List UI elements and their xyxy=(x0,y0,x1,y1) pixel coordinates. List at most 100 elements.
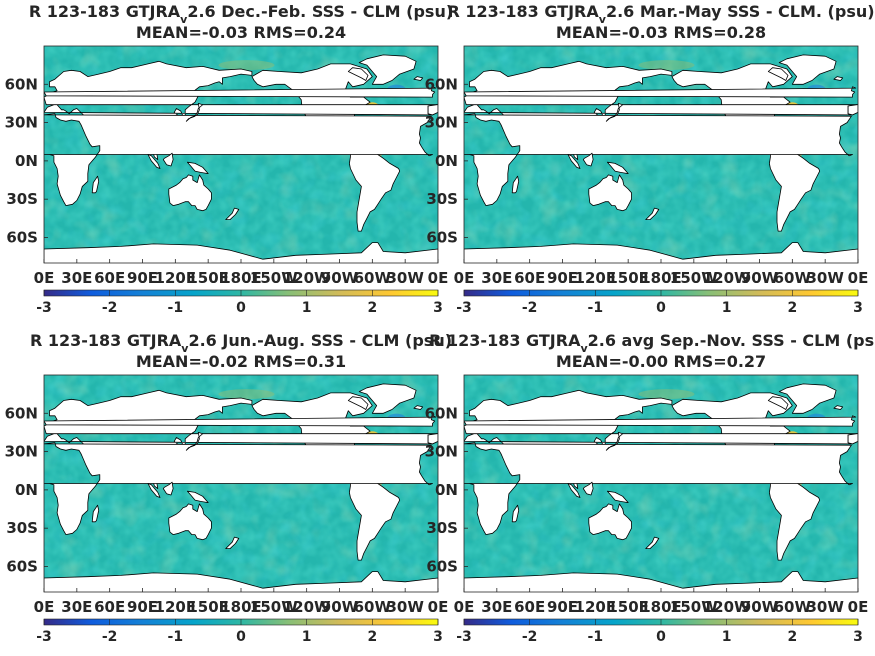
land-iberia xyxy=(847,433,858,445)
x-tick-label: 120E xyxy=(155,598,197,616)
colorbar-tick-label: 2 xyxy=(787,629,797,645)
title-part: R 123-183 GTJRA xyxy=(429,331,581,350)
title-part: 2.6 Mar.-May SSS - CLM. (psu) xyxy=(606,2,875,21)
land-australia xyxy=(588,174,632,212)
x-tick-label: 30W xyxy=(386,269,424,287)
land-iceland xyxy=(833,405,844,410)
land-indonesia-sumatra xyxy=(567,483,581,498)
land-uk xyxy=(464,86,857,98)
colorbar-tick-label: -1 xyxy=(168,629,184,645)
arctic-anomaly xyxy=(218,389,275,400)
y-tick-label: 0N xyxy=(15,152,38,170)
land-africa xyxy=(464,113,853,206)
x-tick-label: 90W xyxy=(321,269,359,287)
land-indonesia-borneo xyxy=(582,152,594,167)
map-panel: R 123-183 GTJRAv2.6 avg Sep.-Nov. SSS - … xyxy=(425,331,875,645)
land-new-zealand xyxy=(645,536,660,549)
land-south-america xyxy=(769,475,821,561)
land-uk xyxy=(44,86,437,98)
x-tick-label: 180E xyxy=(640,598,682,616)
x-tick-label: 150W xyxy=(250,269,298,287)
colorbar-tick-label: 0 xyxy=(236,300,246,316)
title-part: R 123-183 GTJRA xyxy=(30,331,182,350)
x-tick-label: 60E xyxy=(94,269,125,287)
x-tick-label: 0E xyxy=(454,269,475,287)
title-subscript: v xyxy=(599,13,607,26)
x-tick-label: 120W xyxy=(703,269,751,287)
y-tick-label: 30N xyxy=(5,114,38,132)
land-madagascar xyxy=(91,504,100,523)
x-tick-label: 60W xyxy=(774,269,812,287)
land-japan xyxy=(605,432,624,451)
land-iberia xyxy=(427,433,438,445)
land-madagascar xyxy=(91,175,100,194)
x-tick-label: 150E xyxy=(607,598,649,616)
y-tick-label: 30N xyxy=(5,443,38,461)
x-tick-label: 180E xyxy=(640,269,682,287)
land-iceland xyxy=(413,405,424,410)
sss-anomaly-field xyxy=(44,375,438,592)
land-indonesia-sumatra xyxy=(567,154,581,169)
land-africa xyxy=(464,442,853,535)
land-antarctica xyxy=(464,571,858,592)
land-baffin xyxy=(347,396,369,410)
land-baffin xyxy=(767,67,789,81)
x-tick-label: 150E xyxy=(607,269,649,287)
land-antarctica xyxy=(44,242,438,263)
land-greenland xyxy=(358,383,417,414)
panel-title: R 123-183 GTJRAv2.6 avg Sep.-Nov. SSS - … xyxy=(429,331,875,355)
y-tick-label: 30N xyxy=(425,443,458,461)
land-baffin xyxy=(767,396,789,410)
land-south-america xyxy=(769,146,821,232)
x-tick-label: 120W xyxy=(283,269,331,287)
x-tick-label: 150W xyxy=(250,598,298,616)
colorbar-tick-label: 2 xyxy=(787,300,797,316)
panel-stats: MEAN=-0.00 RMS=0.27 xyxy=(556,352,766,371)
x-tick-label: 120E xyxy=(575,598,617,616)
x-tick-label: 90E xyxy=(127,598,158,616)
x-tick-label: 180E xyxy=(220,598,262,616)
land-australia xyxy=(168,174,212,212)
x-tick-label: 30E xyxy=(481,269,512,287)
x-tick-label: 150W xyxy=(670,598,718,616)
land-new-zealand xyxy=(225,207,240,220)
panel-title: R 123-183 GTJRAv2.6 Dec.-Feb. SSS - CLM … xyxy=(29,2,453,26)
land-iberia xyxy=(427,104,438,116)
panel-stats: MEAN=-0.02 RMS=0.31 xyxy=(136,352,346,371)
land-antarctica xyxy=(44,571,438,592)
x-tick-label: 60W xyxy=(354,598,392,616)
colorbar-tick-label: 1 xyxy=(722,629,732,645)
colorbar-tick-label: 3 xyxy=(853,300,863,316)
x-tick-label: 30W xyxy=(806,598,844,616)
x-tick-label: 30W xyxy=(386,598,424,616)
land-africa xyxy=(44,113,433,206)
x-tick-label: 120W xyxy=(283,598,331,616)
y-tick-label: 30S xyxy=(426,519,458,537)
x-tick-label: 150E xyxy=(187,269,229,287)
land-japan xyxy=(185,432,204,451)
colorbar-tick-label: -2 xyxy=(102,629,118,645)
y-tick-label: 30N xyxy=(425,114,458,132)
arctic-anomaly xyxy=(638,60,695,71)
y-tick-label: 60S xyxy=(426,557,458,575)
x-tick-label: 90W xyxy=(321,598,359,616)
colorbar-tick-label: 0 xyxy=(236,629,246,645)
x-tick-label: 90W xyxy=(741,269,779,287)
x-tick-label: 120E xyxy=(575,269,617,287)
land-antarctica xyxy=(464,242,858,263)
colorbar-tick-label: 1 xyxy=(722,300,732,316)
colorbar-tick-label: -3 xyxy=(456,300,472,316)
colorbar-tick-label: 3 xyxy=(433,300,443,316)
land-uk xyxy=(44,415,437,427)
land-new-guinea xyxy=(607,490,629,503)
x-tick-label: 90E xyxy=(547,269,578,287)
x-tick-label: 60W xyxy=(354,269,392,287)
title-subscript: v xyxy=(180,13,188,26)
x-tick-label: 180E xyxy=(220,269,262,287)
x-tick-label: 60W xyxy=(774,598,812,616)
land-indonesia-borneo xyxy=(162,481,174,496)
title-subscript: v xyxy=(580,342,588,355)
x-tick-label: 120E xyxy=(155,269,197,287)
land-indonesia-sumatra xyxy=(147,154,161,169)
